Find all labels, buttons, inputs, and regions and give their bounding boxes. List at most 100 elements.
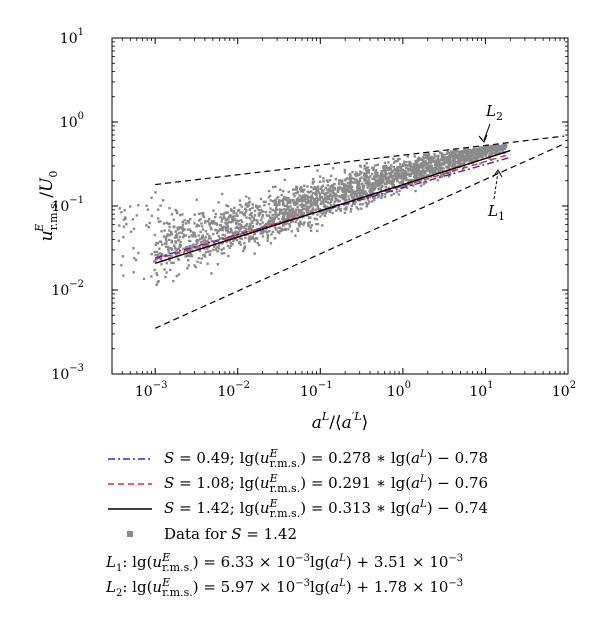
data-point xyxy=(395,176,398,180)
data-point xyxy=(431,168,434,171)
data-point xyxy=(476,150,479,153)
data-point xyxy=(396,174,400,177)
data-point xyxy=(456,161,459,165)
legend-label-data: Data for S = 1.42 xyxy=(164,524,298,543)
data-point xyxy=(434,167,438,170)
data-point xyxy=(244,224,247,227)
data-point xyxy=(385,176,389,179)
data-point xyxy=(261,235,265,238)
annotation-L2: L2 xyxy=(478,102,503,143)
data-point xyxy=(372,166,375,170)
data-point xyxy=(155,241,158,245)
data-point xyxy=(235,219,239,222)
data-point xyxy=(414,160,418,163)
data-point xyxy=(306,185,309,188)
data-point xyxy=(331,188,335,192)
data-point xyxy=(168,259,171,262)
data-point xyxy=(271,208,274,212)
data-point xyxy=(222,215,225,219)
data-point xyxy=(306,210,309,213)
data-point xyxy=(256,241,259,245)
data-point xyxy=(175,236,178,239)
data-point xyxy=(122,274,125,277)
data-point xyxy=(332,194,335,197)
data-point xyxy=(369,175,372,178)
data-point xyxy=(281,199,285,203)
data-point xyxy=(288,208,291,212)
data-point xyxy=(301,208,305,211)
data-point xyxy=(368,180,371,183)
data-point xyxy=(405,160,408,164)
data-point xyxy=(214,243,217,247)
data-point xyxy=(283,211,286,214)
data-point xyxy=(168,229,171,232)
data-point xyxy=(457,164,461,167)
data-point xyxy=(289,205,292,208)
data-point xyxy=(233,206,236,210)
data-point xyxy=(382,174,386,178)
data-point xyxy=(264,211,268,214)
data-point xyxy=(433,169,437,172)
data-point xyxy=(379,187,383,190)
data-point xyxy=(384,185,388,188)
data-point xyxy=(437,171,440,174)
data-point xyxy=(252,217,256,220)
data-point xyxy=(328,187,331,190)
data-point xyxy=(448,171,452,174)
data-point xyxy=(223,251,226,255)
data-point xyxy=(232,239,235,243)
data-point xyxy=(419,166,423,169)
data-point xyxy=(170,248,174,251)
data-point xyxy=(334,199,337,202)
data-point xyxy=(266,239,269,242)
data-point xyxy=(280,208,283,212)
data-point xyxy=(424,166,428,169)
data-point xyxy=(166,233,169,236)
data-point xyxy=(457,160,460,163)
data-point xyxy=(239,211,242,214)
data-point xyxy=(315,188,319,191)
data-point xyxy=(290,213,293,216)
data-point xyxy=(338,179,341,182)
data-point xyxy=(358,203,362,206)
data-point xyxy=(207,218,211,221)
data-point xyxy=(340,180,344,184)
data-point xyxy=(390,164,393,167)
data-point xyxy=(253,240,257,243)
data-point xyxy=(412,165,416,169)
data-point xyxy=(164,238,168,241)
data-point xyxy=(208,234,211,238)
data-point xyxy=(355,206,358,209)
data-point xyxy=(269,207,272,210)
data-point xyxy=(392,183,396,187)
data-point xyxy=(243,214,247,217)
data-point xyxy=(240,205,243,208)
data-point xyxy=(296,202,299,205)
data-point xyxy=(218,227,222,231)
data-point xyxy=(460,159,463,162)
data-point xyxy=(220,252,224,255)
data-point xyxy=(198,249,202,253)
data-point xyxy=(333,200,336,204)
data-point xyxy=(202,254,205,257)
data-point xyxy=(423,162,426,165)
data-point xyxy=(290,230,294,233)
data-point xyxy=(247,237,251,241)
y-tick-label: 100 xyxy=(60,111,84,131)
data-point xyxy=(415,176,419,179)
data-point xyxy=(217,229,220,233)
data-point xyxy=(392,161,396,164)
data-point xyxy=(449,150,453,153)
data-point xyxy=(194,235,197,238)
data-point xyxy=(237,219,241,223)
data-point xyxy=(399,176,402,180)
data-point xyxy=(324,211,327,215)
data-point xyxy=(160,243,164,246)
data-point xyxy=(479,150,483,154)
data-point xyxy=(222,213,225,216)
data-point xyxy=(356,190,359,193)
data-point xyxy=(236,227,239,230)
data-point xyxy=(201,234,205,237)
data-point xyxy=(404,170,407,174)
